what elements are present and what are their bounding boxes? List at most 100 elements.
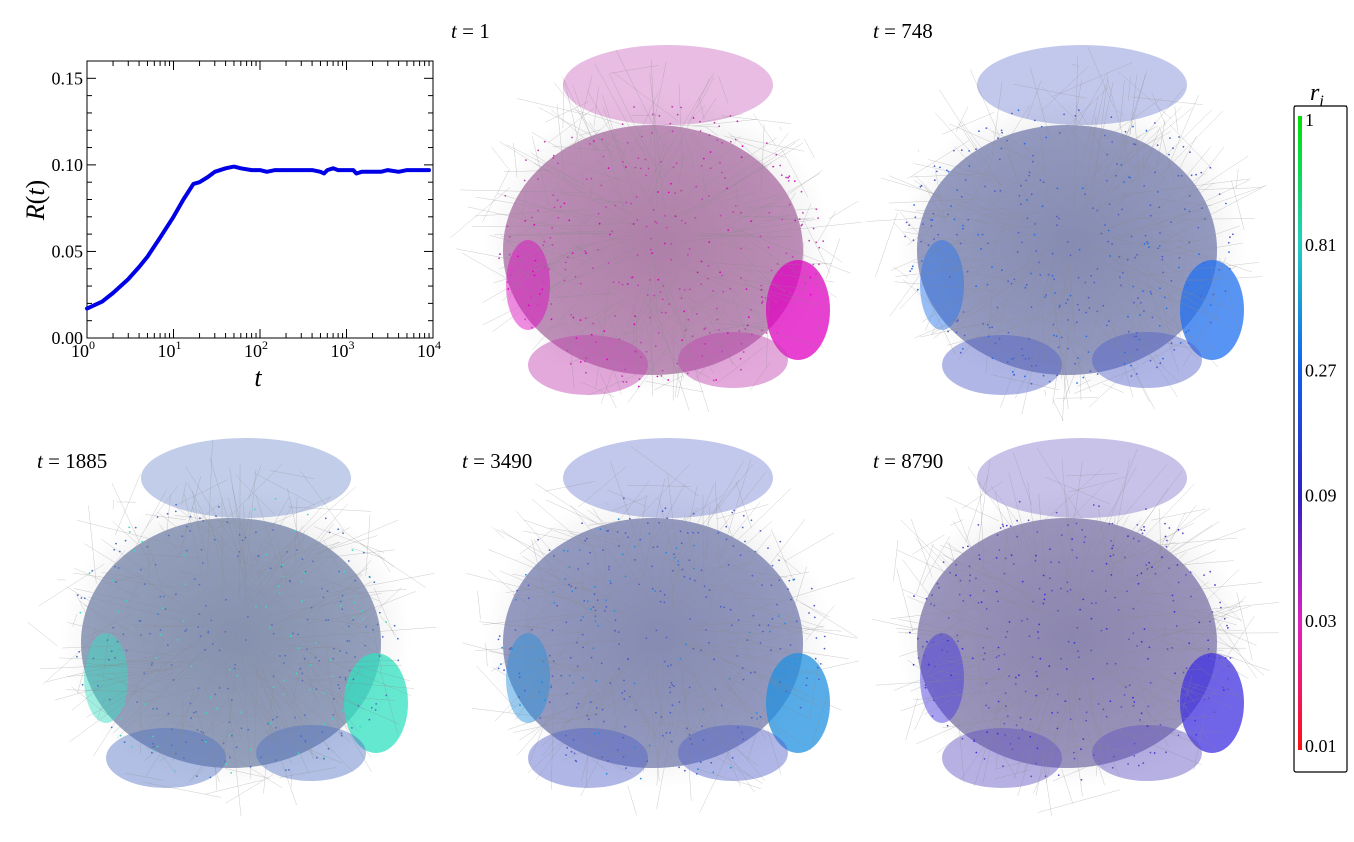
network-node [1158, 245, 1161, 247]
network-node [185, 628, 188, 631]
network-node [816, 666, 819, 669]
network-node [289, 635, 292, 637]
network-node [113, 548, 116, 551]
network-node [124, 539, 127, 542]
network-node [1143, 243, 1146, 245]
y-tick-label: 0.05 [52, 241, 84, 261]
network-node [754, 671, 756, 674]
network-node [622, 161, 624, 163]
network-node [1029, 718, 1032, 721]
network-node [1136, 574, 1139, 577]
network-node [531, 216, 533, 219]
network-node [922, 223, 924, 226]
network-node [769, 306, 772, 309]
network-node [218, 687, 221, 689]
network-node [930, 603, 932, 605]
network-node [1039, 274, 1042, 276]
network-node [963, 334, 966, 337]
network-node [789, 644, 792, 646]
network-node [669, 711, 672, 714]
network-node [1212, 293, 1215, 296]
network-node [518, 696, 521, 698]
network-node [156, 516, 159, 518]
network-node [790, 598, 792, 601]
network-node [818, 678, 820, 681]
network-node [1091, 570, 1094, 572]
network-node [700, 283, 703, 286]
network-node [1052, 323, 1055, 326]
network-node [670, 182, 672, 185]
network-edges [450, 50, 862, 413]
network-node [1004, 557, 1007, 560]
network-node [1219, 601, 1221, 604]
network-node [110, 726, 113, 729]
network-node [1149, 204, 1152, 207]
network-node [574, 275, 577, 278]
network-node [508, 253, 511, 256]
network-node [140, 634, 143, 636]
network-node [1161, 255, 1164, 258]
network-node [1140, 712, 1143, 715]
network-node [637, 157, 640, 160]
network-node [779, 164, 782, 167]
network-bottom-left-lobe [942, 728, 1062, 788]
network-node [640, 135, 643, 138]
network-node [1030, 272, 1032, 275]
series-line-R [85, 164, 431, 311]
network-node [699, 130, 702, 132]
network-node [345, 651, 348, 654]
network-node [1045, 136, 1048, 139]
network-node [1006, 630, 1009, 633]
network-node [739, 554, 742, 557]
network-node [622, 736, 625, 739]
network-node [806, 677, 808, 679]
network-node [166, 644, 169, 647]
network-node [720, 704, 723, 707]
network-node [962, 600, 965, 602]
network-node [975, 751, 978, 754]
network-node [352, 619, 355, 621]
network-node [1065, 302, 1067, 305]
network-node [719, 161, 721, 164]
network-node [83, 597, 86, 600]
network-node [1092, 504, 1095, 506]
network-node [919, 185, 922, 188]
network-node [1051, 275, 1054, 277]
network-node [925, 597, 928, 600]
network-node [1132, 125, 1134, 128]
network-node [354, 579, 357, 582]
network-node [645, 225, 648, 228]
network-node [80, 597, 83, 599]
network-node [674, 192, 676, 195]
network-node [175, 503, 178, 506]
network-node [588, 718, 590, 721]
network-node [1021, 354, 1024, 357]
network-node [991, 266, 993, 268]
network-node [627, 536, 629, 539]
network-node [228, 756, 231, 759]
network-node [1028, 357, 1030, 360]
network-node [692, 531, 694, 534]
network-node [341, 709, 344, 712]
network-node [1211, 611, 1214, 613]
network-node [1036, 747, 1039, 750]
network-node [1051, 252, 1054, 255]
network-node [1028, 174, 1031, 177]
network-node [778, 559, 780, 562]
network-node [125, 649, 128, 652]
network-node [742, 738, 745, 741]
network-node [1189, 571, 1192, 574]
network-node [932, 212, 935, 215]
network-node [947, 617, 950, 619]
network-node [630, 202, 632, 205]
network-node [796, 278, 799, 281]
network-node [565, 734, 567, 737]
network-node [282, 680, 285, 682]
network-node [184, 630, 187, 633]
network-node [946, 724, 949, 727]
x-tick-label: 103 [331, 338, 355, 361]
network-node [696, 271, 699, 274]
network-node [202, 520, 205, 522]
network-node [1009, 525, 1012, 527]
network-node [1145, 508, 1147, 510]
